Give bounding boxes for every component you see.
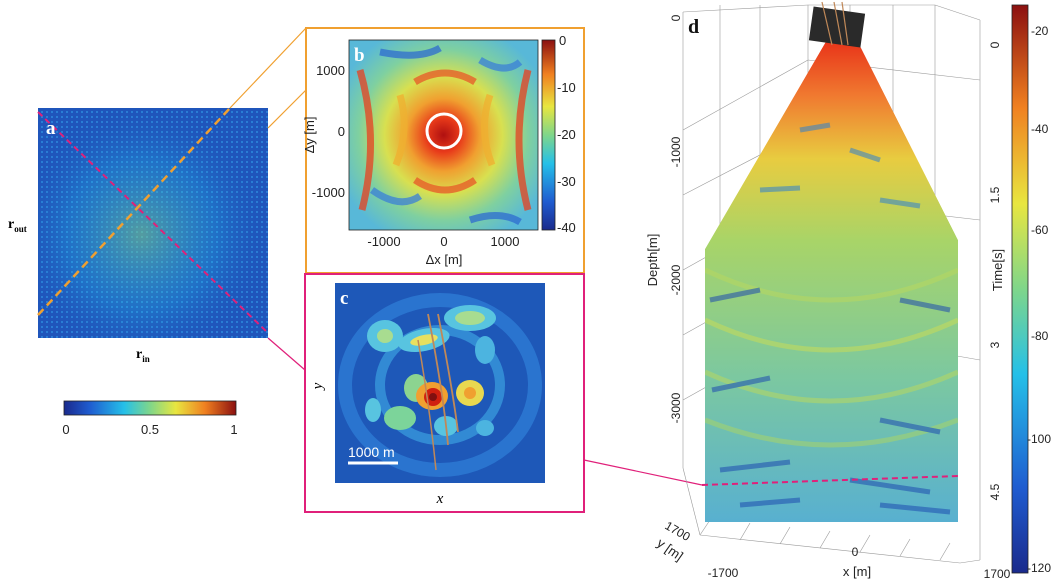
panel-b-ylabel: Δy [m] (302, 117, 317, 154)
panel-d-colorbar (1011, 4, 1029, 574)
panel-d-letter: d (688, 16, 699, 38)
panel-d-depth-tick: -1000 (669, 136, 683, 167)
panel-d-colorbar-tick: -60 (1031, 223, 1049, 237)
panel-b-xtick: 0 (440, 234, 447, 249)
panel-a-orange-diagonal (37, 107, 231, 316)
panel-b-texture (356, 44, 532, 226)
panel-b-colorbar-tick: -20 (557, 127, 576, 142)
panel-b-colorbar (541, 39, 556, 231)
panel-d: d 0 -1000 -2000 -3000 Depth[m] 0 1.5 3 4… (645, 1, 1051, 581)
panel-d-time-tick: 1.5 (988, 186, 1002, 203)
panel-d-colorbar-tick: -80 (1031, 329, 1049, 343)
panel-a-colorbar-tick: 0 (62, 422, 69, 437)
panel-b-colorbar-tick: -10 (557, 80, 576, 95)
panel-d-colorbar-tick: -40 (1031, 122, 1049, 136)
panel-d-colorbar-tick: -120 (1027, 561, 1051, 575)
panel-b-xtick: -1000 (367, 234, 400, 249)
panel-c-xlabel: x (436, 491, 444, 507)
panel-a-ylabel: rout (8, 217, 27, 234)
panel-d-depth-tick: -3000 (669, 392, 683, 423)
panel-d-time-tick: 0 (988, 41, 1002, 48)
panel-d-x-label: x [m] (843, 564, 871, 579)
panel-b-letter: b (354, 45, 365, 66)
panel-b-ytick: 1000 (316, 63, 345, 78)
panel-d-x-tick: -1700 (708, 566, 739, 580)
panel-c-fault-line (427, 313, 449, 446)
panel-c-fault-line (437, 313, 459, 433)
panel-b-colorbar-tick: -30 (557, 174, 576, 189)
panel-b-colorbar-tick: -40 (557, 220, 576, 235)
panel-a-letter: a (46, 118, 56, 139)
panel-d-time-label: Time[s] (990, 249, 1005, 291)
panel-d-source-lines (821, 1, 849, 46)
panel-d-depth-label: Depth[m] (645, 234, 660, 287)
connector-a-b-top (229, 27, 307, 109)
panel-b-xlabel: Δx [m] (426, 252, 463, 267)
panel-d-time-tick: 4.5 (988, 483, 1002, 500)
panel-d-x-tick: 1700 (984, 567, 1011, 581)
panel-a-glow (38, 108, 268, 338)
connector-a-c (267, 337, 306, 371)
connector-c-d (583, 459, 703, 486)
panel-d-x-tick: 0 (852, 545, 859, 559)
panel-a-xlabel: rin (136, 347, 150, 364)
panel-c-fault-line (417, 339, 437, 471)
panel-b-marker-circle (425, 112, 463, 150)
panel-b-colorbar-tick: 0 (559, 33, 566, 48)
panel-c-texture (338, 293, 542, 477)
panel-a: a rout rin 0 0.5 1 (8, 107, 269, 437)
panel-a-colorbar-tick: 0.5 (141, 422, 159, 437)
panel-a-colorbar (63, 400, 237, 416)
panel-d-depth-tick: 0 (669, 14, 683, 21)
connector-a-b-bottom (267, 89, 307, 129)
panel-c-letter: c (340, 288, 348, 309)
panel-b-ytick: -1000 (312, 185, 345, 200)
panel-d-magenta-slice (701, 475, 959, 486)
panel-d-texture (705, 122, 958, 515)
panel-d-colorbar-tick: -100 (1027, 432, 1051, 446)
panel-b: b -1000 0 1000 1000 0 -1000 Δx [m] Δy [m… (302, 27, 585, 274)
panel-d-source (808, 6, 866, 48)
panel-a-colorbar-tick: 1 (230, 422, 237, 437)
panel-a-magenta-diagonal (37, 111, 269, 334)
panel-b-ytick: 0 (338, 124, 345, 139)
panel-c-scalebar-label: 1000 m (348, 444, 395, 460)
panel-c: 1000 m c x y (304, 273, 585, 513)
panel-c-ylabel: y (310, 382, 326, 391)
panel-d-colorbar-tick: -20 (1031, 24, 1049, 38)
panel-b-xtick: 1000 (491, 234, 520, 249)
panel-d-time-tick: 3 (988, 341, 1002, 348)
panel-d-depth-tick: -2000 (669, 264, 683, 295)
